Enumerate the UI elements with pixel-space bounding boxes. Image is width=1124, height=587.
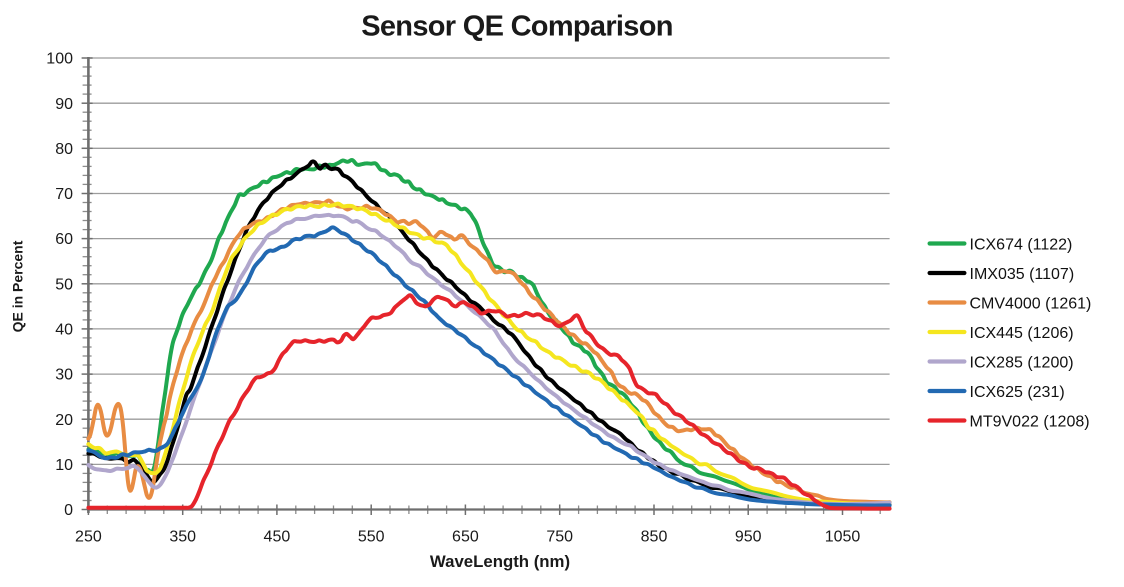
svg-text:50: 50 bbox=[55, 276, 73, 293]
svg-text:Sensor QE Comparison: Sensor QE Comparison bbox=[361, 11, 673, 43]
svg-text:350: 350 bbox=[169, 529, 196, 546]
svg-text:90: 90 bbox=[55, 96, 73, 113]
svg-text:80: 80 bbox=[55, 141, 73, 158]
svg-text:IMX035 (1107): IMX035 (1107) bbox=[970, 266, 1075, 283]
svg-text:30: 30 bbox=[55, 367, 73, 384]
svg-text:70: 70 bbox=[55, 186, 73, 203]
svg-text:CMV4000 (1261): CMV4000 (1261) bbox=[970, 295, 1092, 312]
svg-text:550: 550 bbox=[358, 529, 385, 546]
svg-text:QE in Percent: QE in Percent bbox=[10, 240, 26, 332]
svg-text:750: 750 bbox=[546, 529, 573, 546]
svg-text:250: 250 bbox=[75, 529, 102, 546]
svg-text:10: 10 bbox=[55, 457, 73, 474]
svg-text:60: 60 bbox=[55, 231, 73, 248]
svg-text:100: 100 bbox=[46, 51, 73, 68]
svg-text:1050: 1050 bbox=[825, 529, 861, 546]
svg-text:ICX445 (1206): ICX445 (1206) bbox=[970, 325, 1074, 342]
svg-text:ICX625 (231): ICX625 (231) bbox=[970, 384, 1065, 401]
svg-text:MT9V022 (1208): MT9V022 (1208) bbox=[970, 413, 1090, 430]
svg-text:950: 950 bbox=[735, 529, 762, 546]
svg-text:20: 20 bbox=[55, 412, 73, 429]
svg-text:ICX285 (1200): ICX285 (1200) bbox=[970, 354, 1074, 371]
svg-text:450: 450 bbox=[264, 529, 291, 546]
svg-text:WaveLength (nm): WaveLength (nm) bbox=[430, 552, 570, 571]
svg-text:ICX674 (1122): ICX674 (1122) bbox=[970, 236, 1073, 253]
svg-text:40: 40 bbox=[55, 322, 73, 339]
svg-text:850: 850 bbox=[641, 529, 668, 546]
svg-text:0: 0 bbox=[64, 502, 73, 519]
svg-text:650: 650 bbox=[452, 529, 479, 546]
